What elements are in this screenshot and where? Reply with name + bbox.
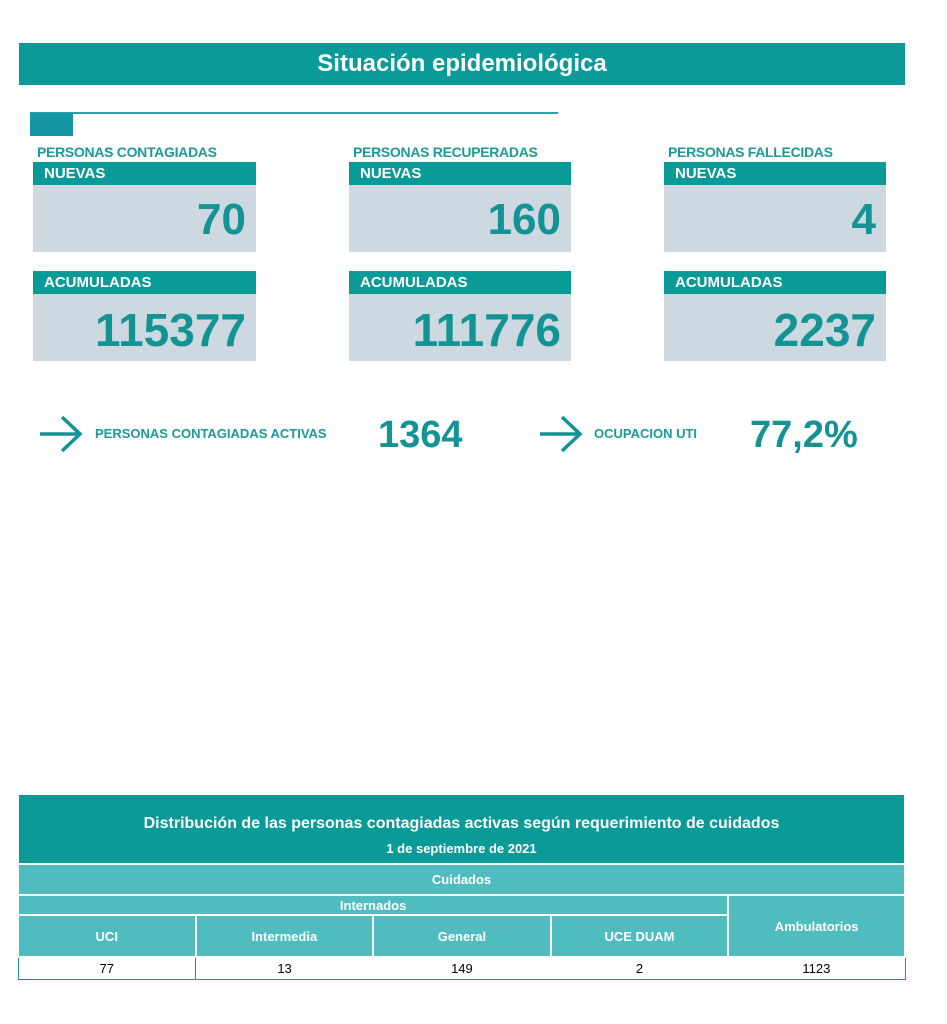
nuevas-label: NUEVAS: [664, 162, 886, 185]
divider: [30, 112, 558, 114]
table-cell: 77: [17, 957, 196, 980]
acumuladas-label: ACUMULADAS: [33, 271, 256, 294]
nuevas-value: 160: [349, 185, 571, 252]
column-header: General: [372, 914, 552, 958]
activas-value: 1364: [378, 414, 463, 456]
page-title: Situación epidemiológica: [19, 43, 905, 85]
uti-value: 77,2%: [750, 414, 858, 456]
group-header: Cuidados: [17, 863, 906, 896]
column-header: UCE DUAM: [549, 914, 730, 958]
nuevas-value: 70: [33, 185, 256, 252]
table-cell: 149: [373, 957, 551, 980]
arrow-right-icon: [540, 415, 583, 453]
table-date: 1 de septiembre de 2021: [17, 833, 906, 865]
nuevas-label: NUEVAS: [33, 162, 256, 185]
decorative-block: [30, 113, 73, 136]
nuevas-value: 4: [664, 185, 886, 252]
column-header: Ambulatorios: [727, 894, 906, 958]
uti-label: OCUPACION UTI: [594, 426, 698, 441]
arrow-right-icon: [40, 415, 83, 453]
table-cell: 13: [195, 957, 374, 980]
acumuladas-label: ACUMULADAS: [349, 271, 571, 294]
column-header: Intermedia: [194, 914, 375, 958]
acumuladas-value: 115377: [33, 294, 256, 361]
subgroup-header: Internados: [16, 894, 730, 916]
acumuladas-value: 2237: [664, 294, 886, 361]
column-label: PERSONAS CONTAGIADAS: [37, 144, 217, 160]
care-distribution-table: Distribución de las personas contagiadas…: [16, 793, 906, 980]
column-label: PERSONAS FALLECIDAS: [668, 144, 833, 160]
column-header: UCI: [17, 914, 197, 958]
nuevas-label: NUEVAS: [349, 162, 571, 185]
acumuladas-value: 111776: [349, 294, 571, 361]
table-row: 77 13 149 2 1123: [17, 957, 906, 980]
table-cell: 2: [550, 957, 729, 980]
column-label: PERSONAS RECUPERADAS: [353, 144, 538, 160]
acumuladas-label: ACUMULADAS: [664, 271, 886, 294]
table-cell: 1123: [728, 957, 906, 980]
table-title: Distribución de las personas contagiadas…: [17, 793, 906, 833]
activas-label: PERSONAS CONTAGIADAS ACTIVAS: [95, 426, 327, 441]
